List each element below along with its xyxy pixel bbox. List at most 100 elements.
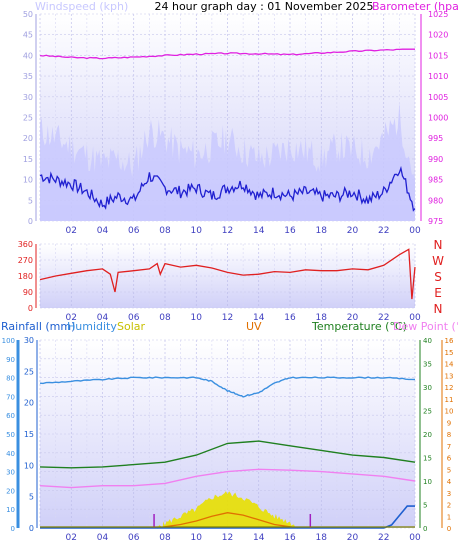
- direction-y-tick-label: 90: [23, 288, 33, 297]
- x-tick-label: 22: [378, 226, 389, 236]
- wind-y-tick-label: 40: [23, 51, 33, 60]
- uv-y-tick-label: 5: [447, 466, 451, 474]
- uv-y-tick-label: 10: [445, 408, 454, 416]
- direction-y-tick-label: 360: [18, 240, 33, 249]
- humidity-y-tick-label: 0: [11, 525, 15, 533]
- temperature-y-tick-label: 25: [423, 408, 432, 416]
- x-tick-label: 04: [97, 533, 109, 543]
- barometer-y-tick-label: 1020: [428, 31, 448, 40]
- barometer-y-tick-label: 1000: [428, 114, 448, 123]
- uv-y-tick-label: 1: [447, 513, 451, 521]
- rainfall-y-tick-label: 0: [29, 524, 34, 533]
- dewpoint-label: Dew Point (°C): [393, 320, 458, 333]
- x-tick-label: 14: [253, 313, 265, 323]
- x-tick-label: 20: [347, 226, 359, 236]
- wind-y-tick-label: 15: [23, 155, 33, 164]
- x-tick-label: 08: [159, 313, 171, 323]
- x-tick-label: 20: [347, 313, 359, 323]
- wind-gust-area: [40, 101, 415, 221]
- temperature-y-tick-label: 35: [423, 361, 432, 369]
- humidity-y-tick-label: 80: [6, 375, 15, 383]
- rainfall-y-tick-label: 25: [24, 367, 34, 376]
- barometer-y-tick-label: 1005: [428, 93, 448, 102]
- x-tick-label: 08: [159, 533, 171, 543]
- x-tick-label: 08: [159, 226, 171, 236]
- solar-area: [157, 491, 298, 528]
- x-tick-label: 22: [378, 533, 389, 543]
- uv-label: UV: [246, 320, 262, 333]
- rainfall-y-tick-label: 20: [24, 399, 34, 408]
- direction-y-tick-label: 0: [28, 304, 33, 313]
- barometer-y-tick-label: 1015: [428, 51, 448, 60]
- x-tick-label: 00: [409, 226, 421, 236]
- temperature-y-tick-label: 5: [423, 502, 427, 510]
- uv-y-tick-label: 6: [447, 455, 452, 463]
- direction-letter-w: W: [432, 254, 444, 268]
- x-tick-label: 16: [284, 533, 296, 543]
- wind-y-tick-label: 5: [28, 196, 33, 205]
- series-marks: [39, 48, 416, 529]
- wind-y-tick-label: 50: [23, 10, 33, 19]
- humidity-line: [39, 376, 416, 398]
- x-tick-label: 18: [316, 533, 328, 543]
- x-tick-label: 02: [66, 533, 77, 543]
- barometer-y-tick-label: 990: [428, 155, 443, 164]
- x-tick-label: 20: [347, 533, 359, 543]
- humidity-y-tick-label: 60: [6, 412, 15, 420]
- wind-direction-line: [39, 248, 416, 300]
- humidity-y-tick-label: 20: [6, 487, 15, 495]
- humidity-y-tick-label: 70: [6, 393, 15, 401]
- humidity-y-tick-label: 10: [6, 506, 15, 514]
- uv-y-tick-label: 11: [445, 396, 454, 404]
- uv-y-tick-label: 12: [445, 384, 454, 392]
- uv-y-tick-label: 9: [447, 419, 451, 427]
- uv-y-tick-label: 8: [447, 431, 451, 439]
- uv-y-tick-label: 4: [447, 478, 452, 486]
- humidity-label: Humidity: [67, 320, 117, 333]
- wind-average-line: [39, 165, 416, 212]
- x-tick-label: 12: [222, 533, 233, 543]
- rainfall-label: Rainfall (mm): [1, 320, 75, 333]
- humidity-y-tick-label: 50: [6, 431, 15, 439]
- x-tick-label: 16: [284, 226, 296, 236]
- barometer-y-tick-label: 985: [428, 176, 443, 185]
- x-tick-label: 10: [191, 313, 203, 323]
- direction-y-tick-label: 180: [18, 272, 33, 281]
- temperature-y-tick-label: 40: [423, 337, 432, 345]
- barometer-y-tick-label: 975: [428, 217, 443, 226]
- x-tick-label: 00: [409, 533, 421, 543]
- wind-y-tick-label: 35: [23, 72, 33, 81]
- direction-y-tick-label: 270: [18, 256, 33, 265]
- temperature-y-tick-label: 10: [423, 478, 432, 486]
- x-tick-label: 00: [409, 313, 421, 323]
- left-axis-title: Windspeed (kph): [35, 0, 128, 13]
- direction-letter-n-top: N: [434, 238, 443, 252]
- x-tick-label: 04: [97, 226, 109, 236]
- uv-y-tick-label: 0: [447, 525, 451, 533]
- temperature-y-tick-label: 20: [423, 431, 432, 439]
- x-tick-label: 06: [128, 313, 140, 323]
- rainfall-line: [40, 505, 415, 529]
- barometer-y-tick-label: 980: [428, 196, 443, 205]
- uv-y-tick-label: 14: [445, 361, 454, 369]
- x-tick-label: 06: [128, 533, 140, 543]
- x-tick-label: 16: [284, 313, 296, 323]
- uv-y-tick-label: 3: [447, 490, 451, 498]
- direction-letter-s: S: [434, 270, 442, 284]
- rainfall-y-tick-label: 15: [24, 430, 34, 439]
- wind-y-tick-label: 45: [23, 31, 33, 40]
- x-tick-label: 04: [97, 313, 109, 323]
- uv-y-tick-label: 15: [445, 349, 454, 357]
- rainfall-y-tick-label: 5: [29, 493, 34, 502]
- temperature-line: [39, 440, 416, 469]
- right-axis-title: Barometer (hpa): [372, 0, 458, 13]
- barometer-y-tick-label: 1025: [428, 10, 448, 19]
- temperature-y-tick-label: 30: [423, 384, 432, 392]
- wind-y-tick-label: 0: [28, 217, 33, 226]
- uv-y-tick-label: 13: [445, 372, 454, 380]
- temperature-y-tick-label: 15: [423, 455, 432, 463]
- x-tick-label: 10: [191, 533, 203, 543]
- chart-title: 24 hour graph day : 01 November 2025: [154, 0, 373, 13]
